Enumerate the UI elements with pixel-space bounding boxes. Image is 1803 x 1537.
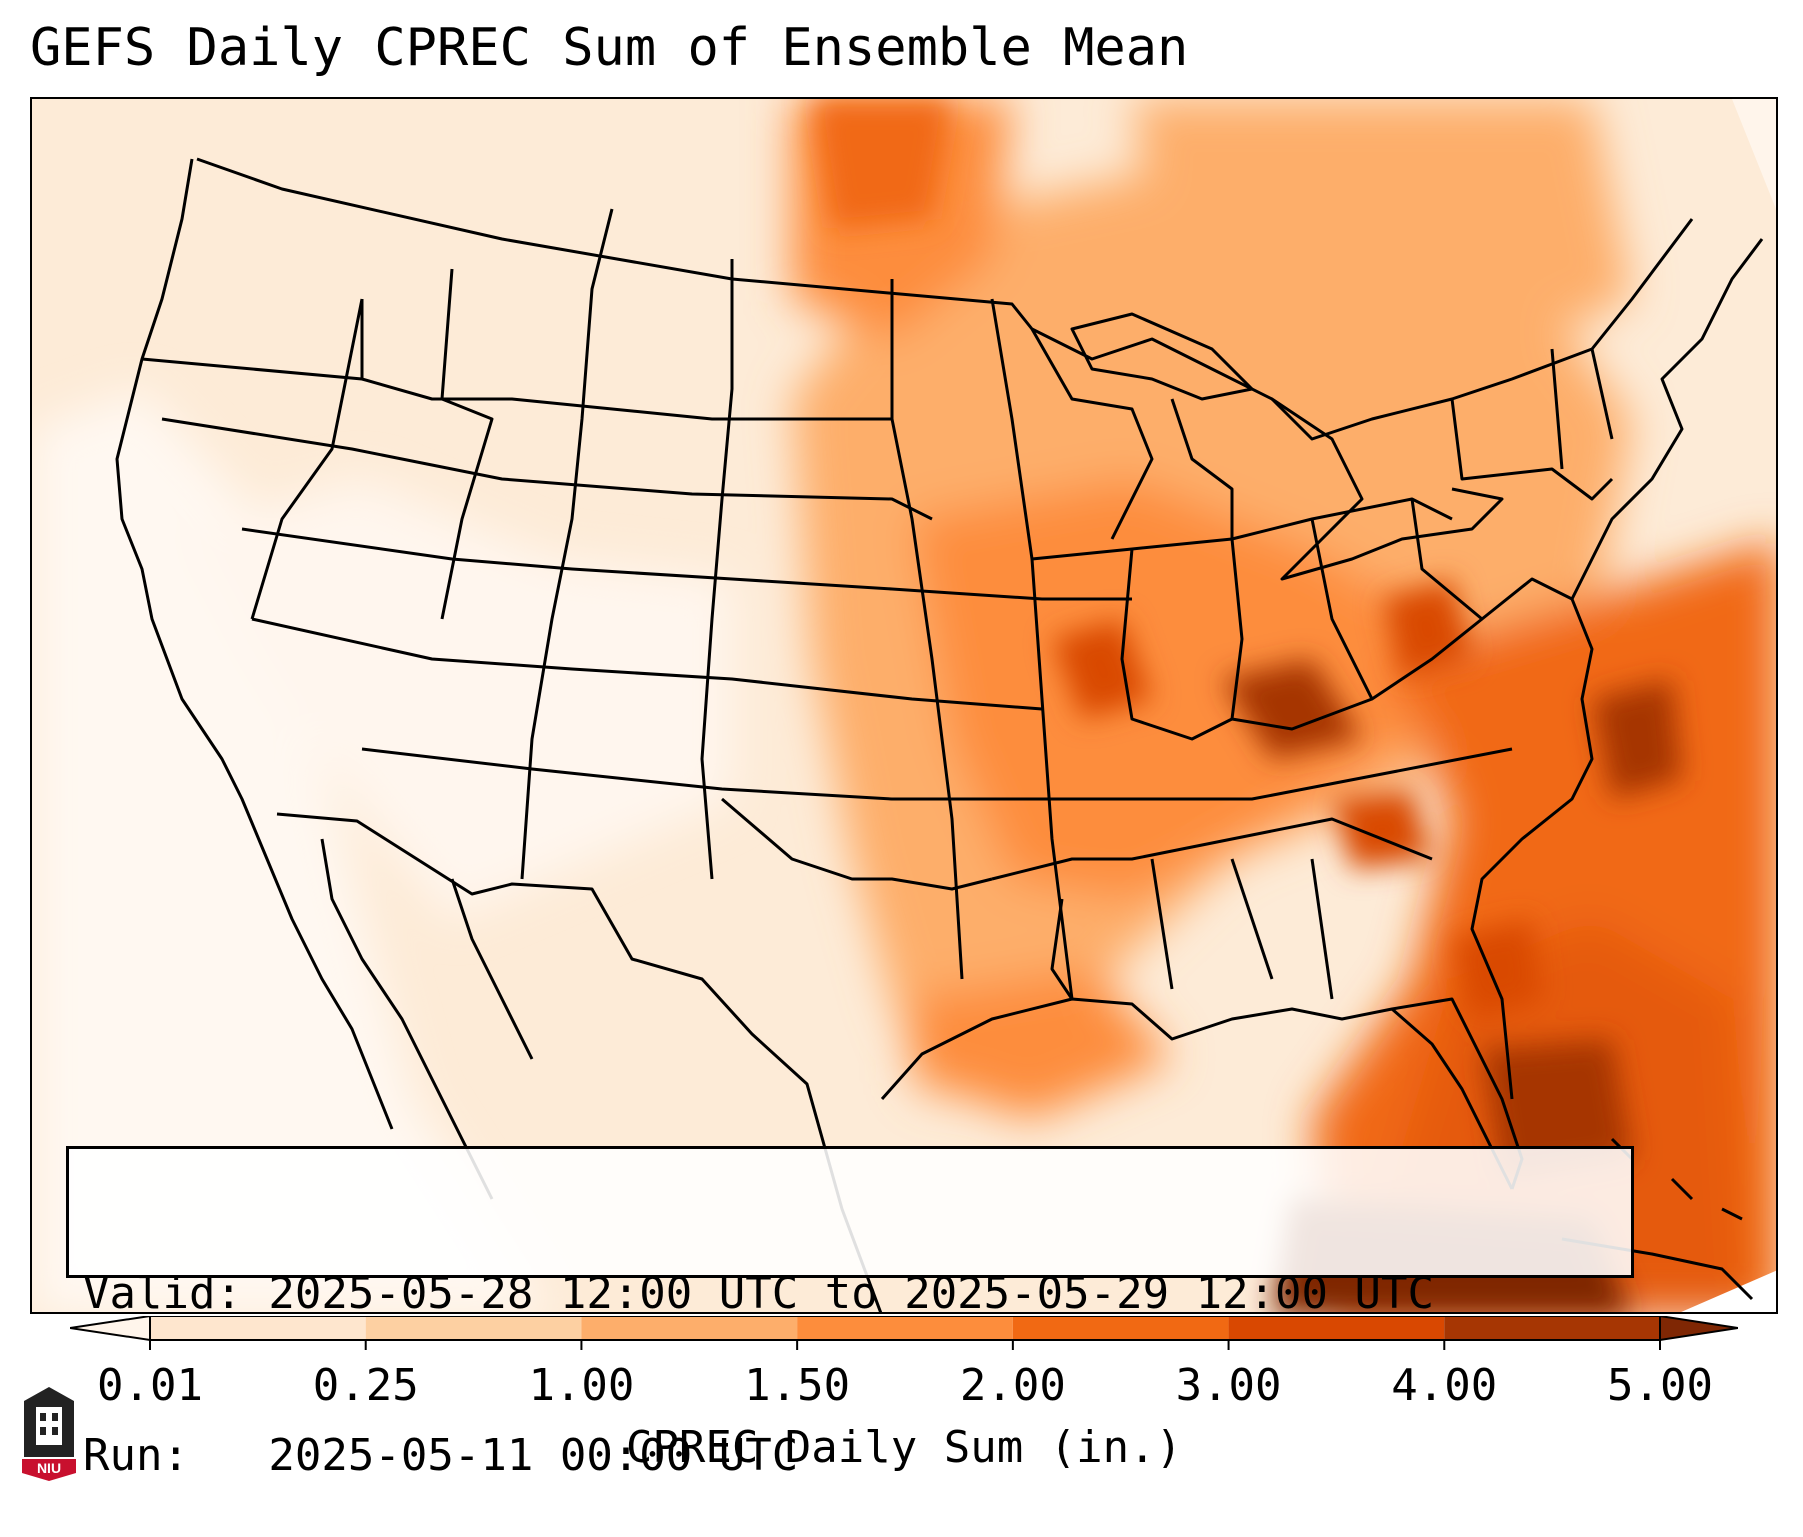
- colorbar-tick-label: 0.01: [97, 1360, 203, 1411]
- colorbar-ticks: [149, 1340, 1661, 1350]
- colorbar-cell: [581, 1316, 798, 1340]
- colorbar: [70, 1316, 1738, 1350]
- colorbar-tick-label: 1.50: [744, 1360, 851, 1411]
- colorbar-tick-label: 1.00: [528, 1360, 635, 1411]
- colorbar-tick-label: 0.25: [312, 1360, 419, 1411]
- colorbar-tick-label: 3.00: [1175, 1360, 1282, 1411]
- precip-field: [32, 99, 1776, 1312]
- colorbar-cells: [70, 1316, 1738, 1342]
- colorbar-tick-label: 5.00: [1607, 1360, 1713, 1411]
- valid-run-info-box: Valid: 2025-05-28 12:00 UTC to 2025-05-2…: [66, 1146, 1634, 1481]
- run-time-line: Run: 2025-05-11 00:00 UTC: [83, 1430, 799, 1481]
- colorbar-cell: [1444, 1316, 1660, 1340]
- colorbar-cell: [1012, 1316, 1229, 1340]
- map-title: GEFS Daily CPREC Sum of Ensemble Mean: [30, 18, 1189, 78]
- colorbar-label: CPREC Daily Sum (in.): [625, 1422, 1183, 1473]
- colorbar-cell: [365, 1316, 582, 1340]
- colorbar-cell: [797, 1316, 1013, 1340]
- precip-map-canvas: [32, 99, 1776, 1312]
- logo-tower: [36, 1407, 62, 1445]
- state-borders: [115, 157, 1764, 1312]
- niu-logo: NIU: [22, 1387, 76, 1481]
- precip-map: [30, 97, 1778, 1314]
- colorbar-tick-label: 4.00: [1391, 1360, 1498, 1411]
- colorbar-tick-label: 2.00: [959, 1360, 1066, 1411]
- colorbar-min-extend: [70, 1316, 151, 1342]
- valid-time-line: Valid: 2025-05-28 12:00 UTC to 2025-05-2…: [83, 1268, 1435, 1319]
- colorbar-cell: [150, 1316, 366, 1340]
- colorbar-max-extend: [1659, 1316, 1738, 1342]
- logo-banner: [22, 1459, 76, 1481]
- logo-text: NIU: [37, 1460, 61, 1476]
- colorbar-cell: [1228, 1316, 1445, 1340]
